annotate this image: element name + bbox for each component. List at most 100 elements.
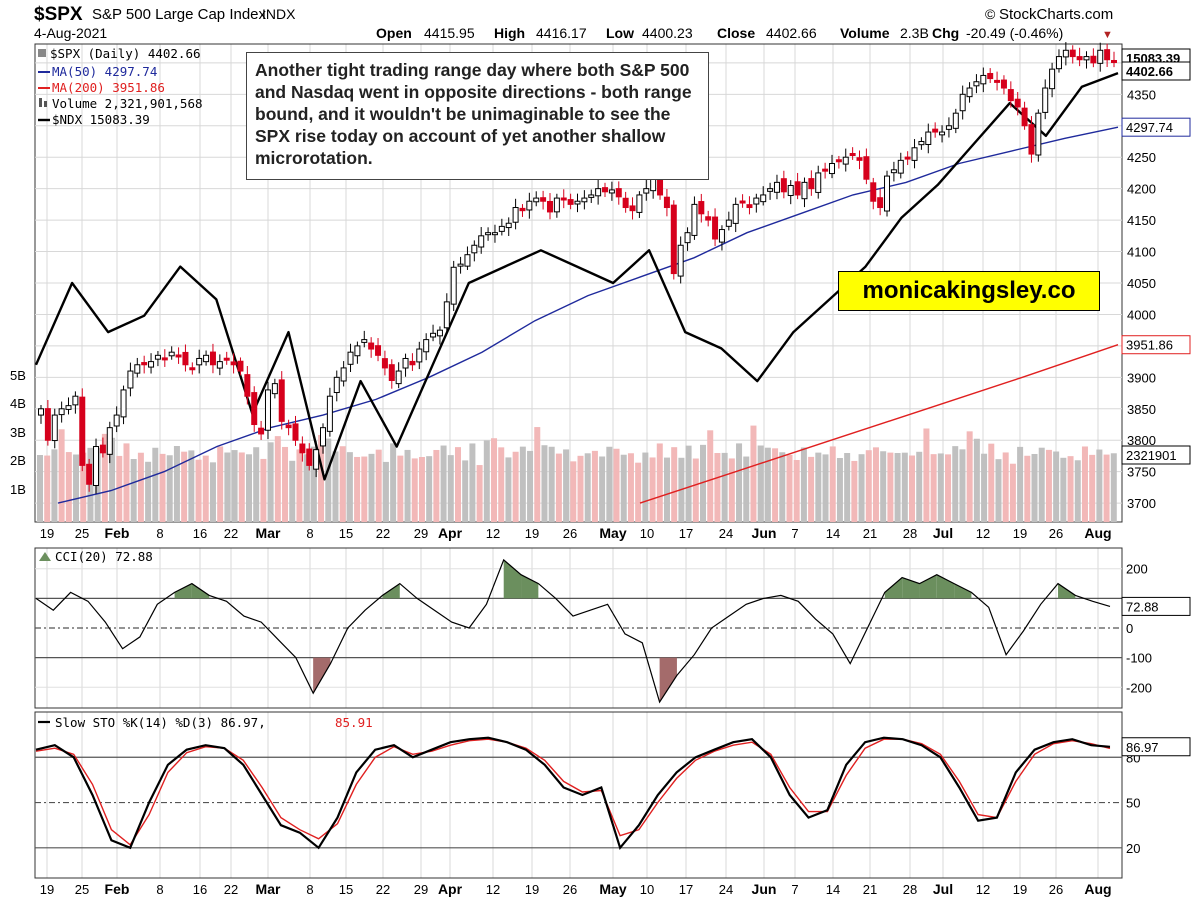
header-source[interactable]: StockCharts.com xyxy=(999,6,1113,23)
candle-body xyxy=(93,446,100,486)
ma50-value-tag: 4297.74 xyxy=(1126,120,1173,135)
cci-overbought-fill xyxy=(884,577,903,599)
candle-body xyxy=(148,361,155,368)
candle-body xyxy=(746,204,753,209)
stoch-tick-label: 50 xyxy=(1126,796,1140,811)
volume-bar xyxy=(685,445,692,522)
price-legend: $SPX (Daily) 4402.66 MA(50) 4297.74 MA(2… xyxy=(38,46,203,127)
candle-body xyxy=(443,301,450,329)
value-tags: 15083.394402.664297.743951.86232190172.8… xyxy=(1121,48,1191,757)
volume-bar xyxy=(397,455,404,522)
candle-body xyxy=(216,361,223,369)
candle-body xyxy=(230,361,237,366)
x-tick-label: Jun xyxy=(752,881,777,897)
x-tick-label: 26 xyxy=(563,882,577,897)
volume-bar xyxy=(87,447,94,522)
candle-body xyxy=(863,156,870,180)
brand-watermark[interactable]: monicakingsley.co xyxy=(838,271,1100,311)
candle-body xyxy=(753,197,760,205)
candle-body xyxy=(237,360,244,372)
volume-tick-label: 2B xyxy=(10,453,26,468)
volume-tick-label: 1B xyxy=(10,482,26,497)
volume-bar xyxy=(58,429,65,522)
volume-bar xyxy=(245,454,252,522)
candle-body xyxy=(828,163,835,175)
x-tick-label: 19 xyxy=(40,526,54,541)
candle-body xyxy=(120,389,127,418)
candle-body xyxy=(884,175,891,212)
y-tick-label: 3850 xyxy=(1127,402,1156,417)
cci-overbought-fill xyxy=(902,577,920,599)
volume-bar xyxy=(988,443,995,522)
volume-bar xyxy=(836,457,843,522)
volume-bar xyxy=(563,449,570,522)
x-tick-label: 25 xyxy=(75,882,89,897)
x-tick-label: 28 xyxy=(903,526,917,541)
volume-bar xyxy=(51,449,58,522)
candle-body xyxy=(540,197,547,202)
candle-body xyxy=(1104,49,1111,61)
volume-bar xyxy=(390,443,397,522)
volume-bar xyxy=(418,457,425,522)
volume-bar xyxy=(966,431,973,522)
candle-body xyxy=(959,93,966,112)
ma200-line xyxy=(639,344,1119,504)
candle-body xyxy=(780,178,787,193)
volume-bar xyxy=(1009,463,1016,522)
volume-bar xyxy=(700,444,707,522)
volume-bar xyxy=(447,455,454,522)
candle-body xyxy=(141,362,148,366)
candle-body xyxy=(602,187,609,193)
volume-bar xyxy=(548,446,555,522)
header-ohlc: Open 4415.95 High 4416.17 Low 4400.23 Cl… xyxy=(376,25,1113,41)
candle-body xyxy=(526,200,533,211)
cci-fill xyxy=(174,559,1076,703)
candle-body xyxy=(51,414,58,442)
volume-bar xyxy=(1031,453,1038,522)
volume-bar xyxy=(253,447,260,522)
x-tick-label: 22 xyxy=(224,526,238,541)
volume-bar xyxy=(808,456,815,522)
y-tick-label: 4100 xyxy=(1127,245,1156,260)
candle-body xyxy=(1090,55,1097,64)
volume-tick-label: 5B xyxy=(10,368,26,383)
volume-bar xyxy=(815,452,822,522)
candle-body xyxy=(560,197,567,201)
volume-bar xyxy=(325,438,332,522)
volume-bar xyxy=(173,446,180,522)
candle-body xyxy=(636,194,643,213)
volume-bar xyxy=(772,448,779,522)
cci-overbought-fill xyxy=(503,559,522,599)
low-label: Low xyxy=(606,25,634,41)
volume-bar xyxy=(1045,449,1052,522)
volume-bar xyxy=(238,452,245,522)
volume-bar xyxy=(217,446,224,522)
candle-body xyxy=(925,131,932,145)
volume-bar xyxy=(829,446,836,522)
x-tick-label: Jun xyxy=(752,525,777,541)
x-tick-label: 17 xyxy=(679,526,693,541)
volume-bar xyxy=(1024,455,1031,522)
y-tick-label: 4350 xyxy=(1127,87,1156,102)
legend-spx: $SPX (Daily) 4402.66 xyxy=(50,46,201,61)
x-tick-label: 12 xyxy=(486,882,500,897)
volume-bar xyxy=(1089,454,1096,522)
stoch-value-tag-box xyxy=(1121,737,1191,757)
candle-body xyxy=(65,405,72,410)
x-tick-label: 12 xyxy=(976,526,990,541)
volume-bar xyxy=(577,455,584,522)
volume-bar xyxy=(512,451,519,522)
x-tick-label: Feb xyxy=(105,525,130,541)
x-tick-label: 16 xyxy=(193,882,207,897)
cci-line xyxy=(35,558,1111,704)
candle-body xyxy=(1111,59,1117,63)
x-tick-label: 22 xyxy=(376,882,390,897)
x-tick-label: 10 xyxy=(640,526,654,541)
volume-bar xyxy=(584,453,591,522)
volume-bar xyxy=(116,455,123,522)
volume-bar xyxy=(1038,447,1045,522)
candle-body xyxy=(430,332,437,338)
cci-overbought-fill xyxy=(174,583,192,599)
volume-bar xyxy=(498,447,505,522)
candle-body xyxy=(196,357,203,366)
